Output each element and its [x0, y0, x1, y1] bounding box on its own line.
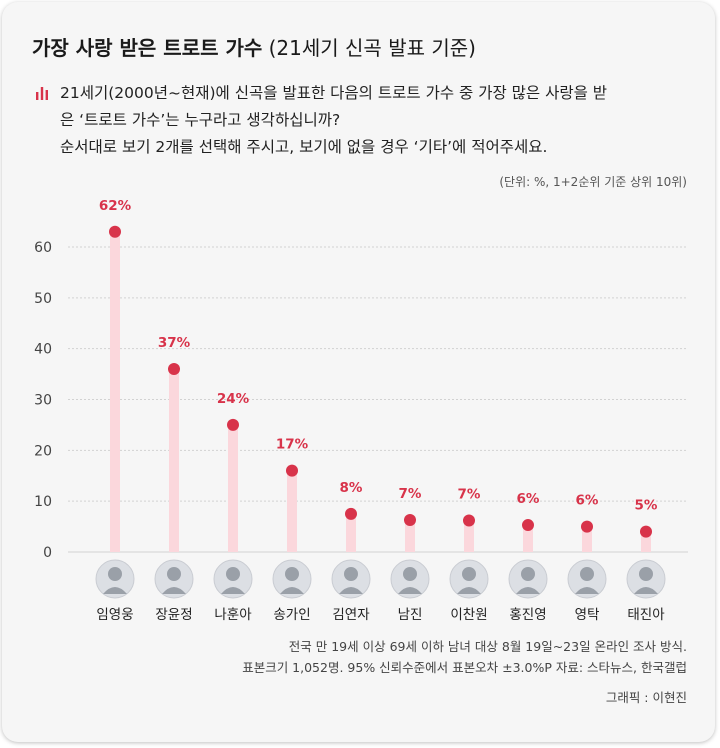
- avatar-body: [221, 587, 245, 594]
- category-label: 장윤정: [155, 607, 192, 623]
- category-label: 나훈아: [214, 607, 252, 623]
- category-label: 남진: [398, 607, 423, 623]
- data-label: 6%: [517, 491, 540, 507]
- footnote-sample: 표본크기 1,052명. 95% 신뢰수준에서 표본오차 ±3.0%P 자료: …: [242, 660, 687, 675]
- category-label: 태진아: [627, 607, 665, 623]
- graphic-credit: 그래픽 : 이현진: [605, 690, 687, 705]
- category-label: 이찬원: [450, 607, 487, 623]
- avatar-head: [403, 567, 417, 581]
- lollipop-stem: [110, 231, 120, 552]
- avatar-head: [108, 567, 122, 581]
- avatar-body: [162, 587, 186, 594]
- lollipop-dot: [463, 514, 475, 527]
- y-tick-label: 50: [34, 291, 52, 307]
- survey-question: 21세기(2000년~현재)에 신곡을 발표한 다음의 트로트 가수 중 가장 …: [60, 80, 700, 161]
- avatar-body: [457, 587, 481, 594]
- lollipop-dot: [286, 464, 298, 477]
- y-tick-label: 10: [34, 494, 52, 510]
- data-label: 24%: [217, 391, 250, 407]
- question-line-2: 은 ‘트로트 가수’는 누구라고 생각하십니까?: [60, 111, 341, 129]
- data-label: 6%: [576, 493, 599, 509]
- avatar-body: [634, 587, 658, 594]
- lollipop-stem: [228, 424, 238, 552]
- avatar-body: [103, 587, 127, 594]
- y-tick-label: 30: [34, 393, 52, 409]
- avatar-body: [339, 587, 363, 594]
- lollipop-stem: [346, 513, 356, 552]
- y-tick-label: 20: [34, 443, 52, 459]
- data-label: 8%: [340, 480, 363, 496]
- title-main: 가장 사랑 받은 트로트 가수: [32, 36, 263, 60]
- lollipop-stem: [405, 519, 415, 552]
- avatar-body: [398, 587, 422, 594]
- avatar-head: [580, 567, 594, 581]
- bar-chart-icon: [36, 87, 48, 100]
- question-line-1: 21세기(2000년~현재)에 신곡을 발표한 다음의 트로트 가수 중 가장 …: [60, 84, 608, 102]
- lollipop-dot: [581, 520, 593, 533]
- unit-note: (단위: %, 1+2순위 기준 상위 10위): [499, 175, 687, 189]
- data-label: 7%: [399, 486, 422, 502]
- data-label: 7%: [458, 486, 481, 502]
- data-label: 5%: [635, 498, 658, 514]
- data-label: 62%: [99, 198, 132, 214]
- avatar-body: [575, 587, 599, 594]
- lollipop-dot: [404, 513, 416, 526]
- data-label: 17%: [276, 437, 309, 453]
- lollipop-dot: [640, 525, 652, 538]
- lollipop-stem: [523, 525, 533, 552]
- avatar-head: [226, 567, 240, 581]
- lollipop-chart: 0 10 20 30 40 50 60 62% 임영웅 37% 장윤정 24% 나훈아 17% 송가인 8% 김…: [34, 198, 688, 623]
- lollipop-dot: [345, 507, 357, 520]
- title-subtitle: (21세기 신곡 발표 기준): [268, 36, 476, 60]
- avatar-head: [285, 567, 299, 581]
- lollipop-stem: [169, 369, 179, 552]
- data-label: 37%: [158, 335, 191, 351]
- y-tick-label: 0: [43, 545, 52, 561]
- avatar-head: [462, 567, 476, 581]
- y-tick-label: 60: [34, 240, 52, 256]
- y-tick-label: 40: [34, 342, 52, 358]
- category-label: 김연자: [332, 607, 370, 623]
- page-title: 가장 사랑 받은 트로트 가수 (21세기 신곡 발표 기준): [32, 32, 476, 61]
- footnote-method: 전국 만 19세 이상 69세 이하 남녀 대상 8월 19일~23일 온라인 …: [288, 639, 687, 654]
- lollipop-dot: [522, 519, 534, 532]
- chart-card: 가장 사랑 받은 트로트 가수 (21세기 신곡 발표 기준) 21세기(200…: [2, 2, 715, 742]
- category-label: 영탁: [575, 607, 600, 623]
- question-line-3: 순서대로 보기 2개를 선택해 주시고, 보기에 없을 경우 ‘기타’에 적어주…: [60, 138, 548, 156]
- lollipop-stem: [464, 520, 474, 552]
- lollipop-stem: [287, 470, 297, 552]
- avatar-body: [280, 587, 304, 594]
- lollipop-dot: [227, 418, 239, 431]
- avatar-head: [167, 567, 181, 581]
- lollipop-stem: [641, 531, 651, 552]
- category-label: 송가인: [273, 607, 310, 623]
- lollipop-dot: [109, 225, 121, 238]
- avatar-head: [521, 567, 535, 581]
- avatar-body: [516, 587, 540, 594]
- avatar-head: [639, 567, 653, 581]
- category-label: 홍진영: [509, 607, 546, 623]
- avatar-head: [344, 567, 358, 581]
- lollipop-dot: [168, 363, 180, 375]
- category-label: 임영웅: [96, 607, 133, 623]
- lollipop-stem: [582, 526, 592, 552]
